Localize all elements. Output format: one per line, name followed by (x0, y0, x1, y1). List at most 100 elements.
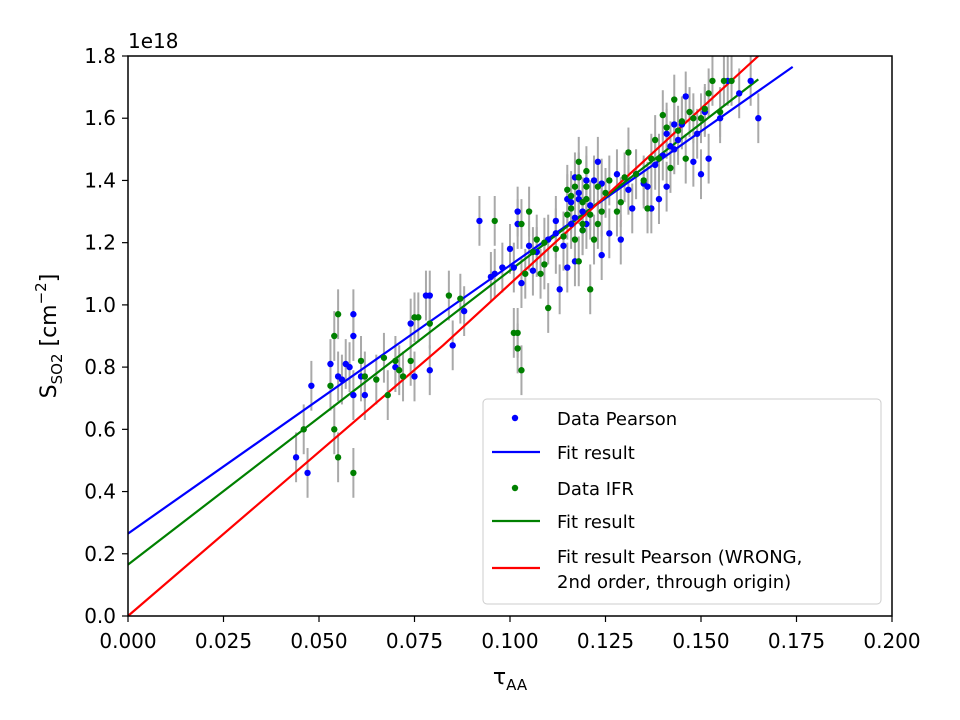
data-point (510, 264, 518, 271)
y-tick-label: 1.4 (84, 168, 116, 192)
data-point (648, 155, 655, 162)
legend-label: Data IFR (557, 479, 634, 500)
y-tick-label: 0.6 (84, 417, 116, 441)
data-point (514, 329, 521, 337)
data-point (529, 267, 537, 274)
data-point (594, 183, 602, 190)
data-point (583, 195, 590, 203)
legend-label: Fit result (557, 443, 635, 464)
data-point (674, 127, 682, 134)
data-point (613, 208, 621, 215)
data-point (747, 77, 754, 85)
data-point (625, 149, 632, 156)
data-point (396, 367, 403, 374)
data-point (407, 320, 414, 327)
x-axis-ticks: 0.000 0.025 0.050 0.075 0.100 0.125 0.150 0.175… (99, 616, 921, 653)
legend-box (482, 398, 882, 605)
data-point (667, 164, 674, 172)
data-point (663, 124, 670, 131)
y-tick-label: 1.6 (84, 106, 116, 130)
x-axis-label: τAA (493, 665, 528, 694)
data-point (575, 258, 582, 265)
data-point (716, 115, 724, 122)
x-tick-label: 0.200 (863, 629, 920, 653)
data-point (533, 236, 540, 243)
data-point (338, 376, 346, 383)
data-point (460, 307, 468, 315)
data-point (606, 177, 613, 184)
data-point (651, 136, 659, 144)
data-point (587, 211, 594, 218)
data-point (613, 171, 621, 178)
data-point (617, 199, 624, 206)
data-point (571, 183, 579, 190)
y-scale-label: 1e18 (128, 29, 178, 53)
legend-label: Fit result (557, 512, 635, 533)
data-point (491, 270, 498, 277)
y-axis-label-main: S (37, 384, 62, 398)
data-point (518, 367, 525, 374)
y-axis-ticks: 0.0 0.2 0.4 0.6 0.8 1.0 1.2 1.4 1.6 1.8 (84, 44, 128, 628)
data-point (392, 357, 399, 365)
data-point (334, 311, 342, 318)
data-point (594, 158, 602, 165)
data-point (671, 146, 678, 153)
data-point (514, 345, 521, 352)
data-point (476, 217, 483, 225)
data-point (575, 174, 582, 181)
data-point (525, 208, 533, 215)
data-point (518, 220, 525, 228)
data-point (590, 236, 598, 243)
data-point (690, 158, 697, 165)
data-point (736, 90, 743, 97)
data-point (671, 121, 678, 128)
y-axis-label-unit-sup: −2 (32, 282, 50, 304)
data-point (682, 155, 689, 162)
data-point (705, 90, 712, 97)
data-point (552, 245, 560, 253)
legend: Data Pearson Fit result Data IFR Fit result… (482, 398, 882, 605)
data-point (545, 304, 552, 312)
data-point (457, 295, 464, 302)
legend-label: Data Pearson (557, 409, 677, 430)
data-point (373, 376, 380, 383)
data-point (579, 227, 586, 234)
data-point (415, 314, 422, 321)
data-point (518, 279, 525, 287)
data-point (571, 214, 579, 221)
data-point (331, 332, 338, 340)
y-tick-label: 1.0 (84, 293, 116, 317)
data-point (690, 115, 697, 122)
data-point (445, 292, 453, 299)
data-point (399, 373, 407, 380)
y-axis-label-unit-close: ] (37, 274, 62, 283)
data-point (583, 167, 590, 175)
x-tick-label: 0.175 (768, 629, 825, 653)
y-tick-label: 1.2 (84, 231, 116, 255)
x-tick-label: 0.150 (672, 629, 729, 653)
data-point (346, 363, 353, 371)
data-point (564, 264, 571, 271)
data-point (705, 155, 712, 162)
data-point (491, 217, 498, 225)
data-points-layer (292, 77, 762, 477)
data-point (575, 158, 582, 165)
data-point (541, 261, 548, 268)
data-point (678, 118, 686, 125)
data-point (407, 357, 414, 365)
data-point (556, 286, 563, 293)
data-point (686, 108, 693, 116)
data-point (361, 391, 369, 399)
data-point (583, 177, 590, 184)
data-point (602, 189, 609, 197)
fit-line (128, 56, 760, 616)
data-point (606, 230, 613, 237)
data-point (655, 155, 663, 162)
data-point (357, 357, 365, 365)
data-point (651, 161, 659, 169)
data-point (587, 202, 594, 209)
data-point (671, 96, 678, 103)
data-point (411, 373, 418, 380)
data-point (659, 111, 666, 119)
